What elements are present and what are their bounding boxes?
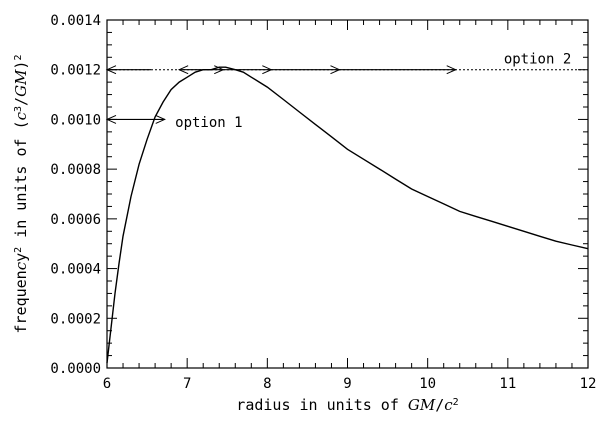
x-axis-label: radius in units of GM/c2 bbox=[236, 396, 458, 414]
option-2-arrowhead bbox=[446, 65, 457, 75]
y-tick-label: 0.0000 bbox=[50, 361, 101, 377]
axis-ticks bbox=[106, 19, 589, 369]
plot-frame bbox=[106, 19, 589, 369]
x-tick-label: 9 bbox=[343, 376, 351, 392]
option-2-label: option 2 bbox=[504, 52, 571, 68]
option-2-arrowhead bbox=[330, 65, 341, 75]
series-line bbox=[106, 66, 589, 364]
x-tick-label: 6 bbox=[103, 376, 111, 392]
y-axis-label: frequency2 in units of (c3/GM)2 bbox=[12, 55, 30, 334]
option-2-arrowhead bbox=[262, 65, 273, 75]
x-tick-label: 7 bbox=[183, 376, 191, 392]
y-tick-label: 0.0014 bbox=[50, 13, 101, 29]
y-tick-label: 0.0004 bbox=[50, 262, 101, 278]
tick-labels: 6 7 8 9 10 11 12 0.0000 0.0002 0.0004 0.0006 0.0008… bbox=[50, 13, 596, 392]
option-1-label: option 1 bbox=[175, 115, 242, 131]
option-1-arrowhead bbox=[155, 114, 166, 124]
x-tick-label: 8 bbox=[263, 376, 271, 392]
y-tick-label: 0.0006 bbox=[50, 212, 101, 228]
option-1-arrowhead bbox=[105, 114, 117, 124]
y-tick-label: 0.0010 bbox=[50, 112, 101, 128]
option-2-arrowhead bbox=[214, 65, 225, 75]
y-tick-label: 0.0002 bbox=[50, 311, 101, 327]
x-tick-label: 11 bbox=[499, 376, 516, 392]
annotations: option 1 option 2 bbox=[105, 52, 588, 131]
option-2-arrowhead bbox=[177, 65, 189, 75]
option-2-arrowhead bbox=[105, 65, 117, 75]
y-tick-label: 0.0012 bbox=[50, 63, 101, 79]
y-tick-label: 0.0008 bbox=[50, 162, 101, 178]
x-tick-label: 12 bbox=[580, 376, 597, 392]
x-tick-label: 10 bbox=[419, 376, 436, 392]
